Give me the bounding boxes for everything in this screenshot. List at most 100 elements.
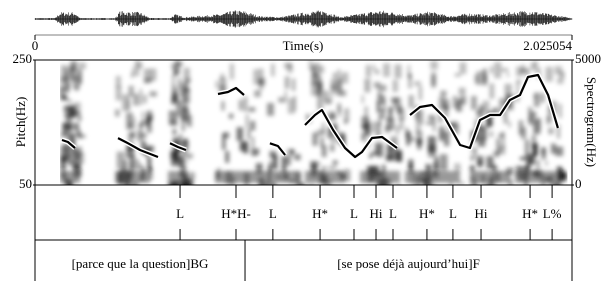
spectrogram-cell xyxy=(286,157,290,166)
spectrogram-cell xyxy=(318,162,321,166)
spectrogram-cell xyxy=(62,123,67,136)
tone-label: H* xyxy=(419,206,435,221)
spectrogram-cell xyxy=(116,86,122,100)
spectrogram-cell xyxy=(525,140,530,157)
y-tick-label: 250 xyxy=(13,51,33,66)
spectrogram-cell xyxy=(136,159,139,170)
spectrogram-cell xyxy=(182,88,190,103)
y2-tick-label: 5000 xyxy=(575,51,601,66)
spectrogram-cell xyxy=(364,106,368,118)
spectrogram-cell xyxy=(419,86,422,100)
spectrogram-cell xyxy=(371,152,378,156)
spectrogram-cell xyxy=(139,164,142,168)
spectrogram-cell xyxy=(539,118,541,131)
spectrogram-cell xyxy=(187,172,195,180)
spectrogram-cell xyxy=(416,139,422,144)
spectrogram-cell xyxy=(141,143,147,146)
spectrogram-cell xyxy=(373,121,375,132)
spectrogram-cell xyxy=(344,108,349,122)
spectrogram-cell xyxy=(363,129,367,132)
spectrogram-cell xyxy=(548,128,553,134)
spectrogram-cell xyxy=(246,114,249,128)
spectrogram-band xyxy=(305,171,345,183)
spectrogram-cell xyxy=(490,117,492,126)
spectrogram-cell xyxy=(269,151,276,158)
spectrogram-cell xyxy=(290,150,295,154)
spectrogram-cell xyxy=(229,114,233,119)
spectrogram-cell xyxy=(373,65,375,72)
spectrogram-cell xyxy=(312,133,317,146)
phrase-label: [se pose déjà aujourd’hui]F xyxy=(337,256,480,271)
spectrogram-cell xyxy=(428,145,436,158)
spectrogram-cell xyxy=(383,98,385,112)
spectrogram-cell xyxy=(536,160,539,169)
spectrogram-cell xyxy=(140,89,142,106)
spectrogram-cell xyxy=(330,144,334,151)
spectrogram-cell xyxy=(230,64,234,80)
spectrogram-cell xyxy=(546,117,552,125)
tone-label: L xyxy=(449,206,457,221)
spectrogram-cell xyxy=(267,103,274,116)
y-tick-label: 50 xyxy=(19,176,32,191)
tone-label: H* xyxy=(522,206,538,221)
spectrogram-cell xyxy=(292,79,295,91)
spectrogram-cell xyxy=(484,68,486,84)
spectrogram-cell xyxy=(251,149,258,156)
spectrogram-cell xyxy=(318,66,325,73)
spectrogram-cell xyxy=(222,133,226,150)
spectrogram-cell xyxy=(459,88,466,95)
spectrogram-cell xyxy=(426,122,434,125)
spectrogram-cell xyxy=(177,156,184,166)
spectrogram-cell xyxy=(278,97,284,102)
spectrogram-cell xyxy=(507,73,509,77)
spectrogram-band xyxy=(470,171,510,183)
spectrogram-cell xyxy=(516,79,521,84)
spectrogram-cell xyxy=(316,83,323,96)
spectrogram-cell xyxy=(478,161,482,168)
spectrogram-cell xyxy=(493,151,499,155)
spectrogram-cell xyxy=(534,93,540,107)
spectrogram-band xyxy=(405,171,460,183)
spectrogram-cell xyxy=(327,111,334,117)
spectrogram-cell xyxy=(285,91,287,102)
spectrogram-cell xyxy=(70,62,78,78)
spectrogram-cell xyxy=(430,61,438,70)
spectrogram-cell xyxy=(496,139,500,154)
spectrogram-cell xyxy=(62,96,68,100)
spectrogram-cell xyxy=(362,95,364,103)
spectrogram-cell xyxy=(258,78,265,86)
praat-figure: Time(s) Pitch(Hz) Spectrogram(Hz) 02.025… xyxy=(0,0,604,281)
spectrogram-cell xyxy=(80,134,86,137)
spectrogram-cell xyxy=(557,78,563,84)
spectrogram-cell xyxy=(480,127,482,138)
spectrogram-cell xyxy=(471,149,476,153)
spectrogram-cell xyxy=(490,66,493,73)
spectrogram-cell xyxy=(137,130,143,141)
spectrogram-cell xyxy=(394,64,401,78)
spectrogram-cell xyxy=(493,166,497,170)
spectrogram-cell xyxy=(68,83,70,89)
spectrogram-cell xyxy=(475,75,479,84)
spectrogram-cell xyxy=(308,184,314,193)
tone-label: Hi xyxy=(370,206,383,221)
spectrogram-cell xyxy=(486,156,493,169)
tone-label: H* xyxy=(312,206,328,221)
spectrogram-cell xyxy=(253,69,259,84)
tone-label: H*H- xyxy=(221,206,251,221)
spectrogram-cell xyxy=(409,95,414,108)
y2-tick-label: 0 xyxy=(575,176,582,191)
spectrogram-cell xyxy=(252,137,254,149)
spectrogram-cell xyxy=(555,147,563,156)
spectrogram-cell xyxy=(147,157,151,171)
spectrogram-cell xyxy=(460,62,467,74)
spectrogram-band xyxy=(115,171,150,183)
spectrogram-cell xyxy=(133,117,135,129)
spectrogram-cell xyxy=(324,99,330,104)
spectrogram-cell xyxy=(67,99,71,102)
spectrogram-cell xyxy=(338,106,340,118)
spectrogram-cell xyxy=(73,102,80,115)
spectrogram-band xyxy=(168,171,188,183)
spectrogram-cell xyxy=(116,76,121,87)
spectrogram-cell xyxy=(453,96,457,108)
spectrogram-cell xyxy=(494,62,501,78)
